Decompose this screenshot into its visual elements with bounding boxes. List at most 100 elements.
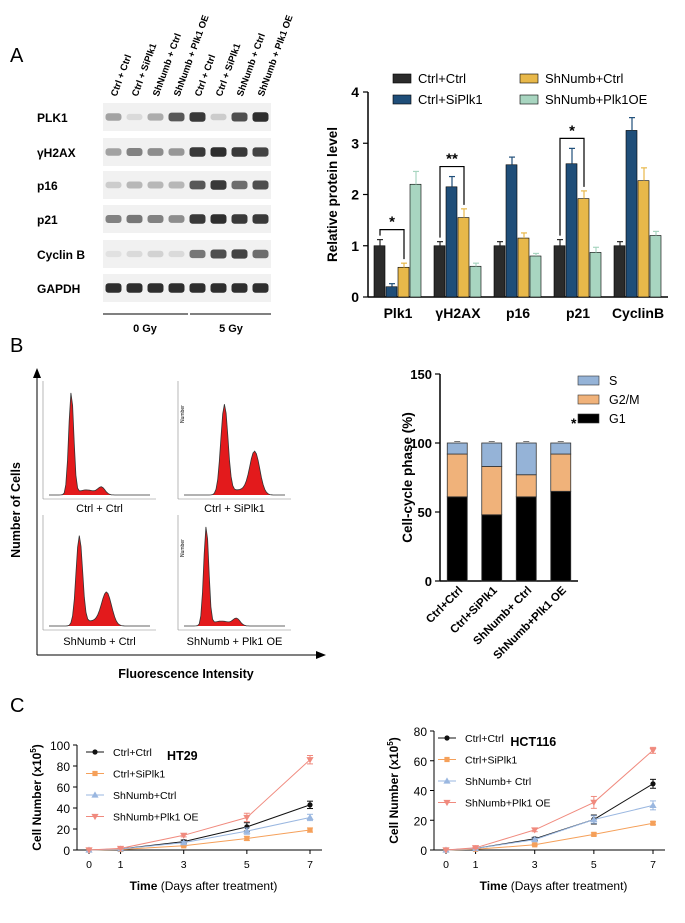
stacked-bar-segment bbox=[550, 453, 572, 492]
significance-mark: * bbox=[389, 214, 395, 231]
flow-cytometry: Number of Cells Fluorescence Intensity Ctr… bbox=[9, 368, 326, 681]
stacked-bar-segment bbox=[446, 442, 468, 455]
y-tick-label: 0 bbox=[425, 574, 432, 589]
y-axis-label-exponent: 5 bbox=[386, 741, 395, 746]
x-axis-label: Time (Days after treatment) bbox=[130, 879, 278, 893]
blot-band bbox=[189, 180, 206, 190]
histogram-axis-tag: Number bbox=[180, 405, 186, 423]
data-point bbox=[444, 756, 450, 763]
histogram-title: ShNumb + Plk1 OE bbox=[187, 636, 283, 648]
x-tick-label: 3 bbox=[532, 859, 538, 871]
data-point bbox=[442, 847, 450, 854]
x-tick-label: Plk1 bbox=[384, 305, 413, 321]
data-point bbox=[243, 814, 251, 822]
significance-bracket bbox=[559, 137, 585, 236]
arrow-right-icon bbox=[316, 651, 326, 659]
dose-label: 0 Gy bbox=[133, 323, 158, 335]
histogram-fill bbox=[49, 535, 150, 626]
x-axis-label-main: Time bbox=[480, 879, 511, 893]
y-tick-label: 3 bbox=[351, 135, 359, 151]
bar bbox=[649, 235, 662, 298]
histogram-title: Ctrl + Ctrl bbox=[76, 503, 123, 515]
x-tick-label: 1 bbox=[473, 859, 479, 871]
y-axis-label-close: ) bbox=[30, 744, 44, 748]
significance-mark: * bbox=[571, 415, 577, 431]
data-point bbox=[306, 757, 314, 764]
bar bbox=[493, 245, 506, 298]
data-point bbox=[91, 791, 99, 798]
legend-label: ShNumb+ Ctrl bbox=[465, 776, 531, 788]
data-point bbox=[443, 777, 451, 784]
flow-x-label: Fluorescence Intensity bbox=[118, 667, 254, 681]
legend-label: ShNumb+Plk1 OE bbox=[465, 798, 551, 810]
blot-band bbox=[105, 283, 122, 293]
histogram-outline bbox=[49, 392, 150, 496]
stacked-bar-segment bbox=[446, 453, 468, 498]
legend-label: Ctrl+SiPlk1 bbox=[465, 755, 517, 767]
blot-band bbox=[252, 283, 269, 293]
y-tick-label: 1 bbox=[351, 238, 359, 254]
data-point bbox=[649, 747, 657, 754]
legend-label: Ctrl+Ctrl bbox=[465, 733, 504, 745]
blot-band bbox=[210, 147, 227, 157]
data-point bbox=[244, 835, 250, 842]
y-tick-label: 0 bbox=[63, 844, 70, 858]
blot-band bbox=[252, 249, 269, 259]
data-point bbox=[92, 770, 98, 777]
blot-band bbox=[231, 283, 248, 293]
x-tick-label: 0 bbox=[86, 859, 92, 871]
bar bbox=[529, 255, 542, 298]
data-point bbox=[91, 813, 99, 821]
histogram-outline bbox=[184, 404, 285, 496]
legend-label: Ctrl+SiPlk1 bbox=[113, 769, 165, 781]
y-axis-label-main: Cell Number (x10 bbox=[387, 745, 401, 843]
bar bbox=[517, 237, 530, 298]
y-tick-label: 100 bbox=[50, 739, 70, 753]
bar bbox=[637, 180, 650, 298]
data-point bbox=[444, 735, 450, 741]
bar bbox=[553, 245, 566, 298]
bar bbox=[409, 183, 422, 298]
data-point bbox=[181, 843, 187, 849]
blot-band bbox=[105, 113, 122, 121]
blot-band bbox=[189, 147, 206, 157]
x-tick-label: p21 bbox=[566, 305, 590, 321]
bar bbox=[565, 163, 578, 298]
legend-swatch bbox=[519, 94, 539, 105]
data-point bbox=[306, 813, 314, 821]
histogram-panel: Number Ctrl + SiPlk1 bbox=[177, 381, 291, 515]
data-point bbox=[180, 839, 188, 846]
x-tick-label: 0 bbox=[443, 859, 449, 871]
x-tick-label: 3 bbox=[181, 859, 187, 871]
bar bbox=[397, 266, 410, 298]
stacked-bar-segment bbox=[550, 442, 572, 455]
blot-band bbox=[126, 250, 143, 258]
stacked-bar-segment bbox=[481, 514, 503, 582]
blot-band bbox=[231, 249, 248, 259]
data-point bbox=[471, 845, 480, 852]
data-point bbox=[307, 802, 313, 808]
data-point bbox=[532, 842, 538, 848]
y-tick-label: 20 bbox=[414, 814, 428, 828]
significance-bracket bbox=[379, 229, 405, 260]
x-axis-label-note: (Days after treatment) bbox=[161, 879, 278, 893]
y-tick-label: 60 bbox=[57, 781, 71, 795]
arrow-up-icon bbox=[33, 368, 41, 378]
blot-band bbox=[126, 283, 143, 293]
blot-row-label: Cyclin B bbox=[37, 248, 85, 262]
data-point bbox=[307, 827, 313, 833]
blot-band bbox=[168, 148, 185, 156]
bar bbox=[385, 286, 398, 298]
data-point bbox=[591, 831, 597, 837]
data-point bbox=[180, 832, 188, 839]
data-point bbox=[443, 799, 451, 807]
bar bbox=[373, 245, 386, 298]
blot-band bbox=[105, 215, 122, 223]
blot-band bbox=[105, 250, 122, 258]
chart-title: HT29 bbox=[167, 749, 198, 763]
blot-band bbox=[168, 112, 185, 122]
bar bbox=[505, 164, 518, 298]
blot-band bbox=[231, 180, 248, 190]
